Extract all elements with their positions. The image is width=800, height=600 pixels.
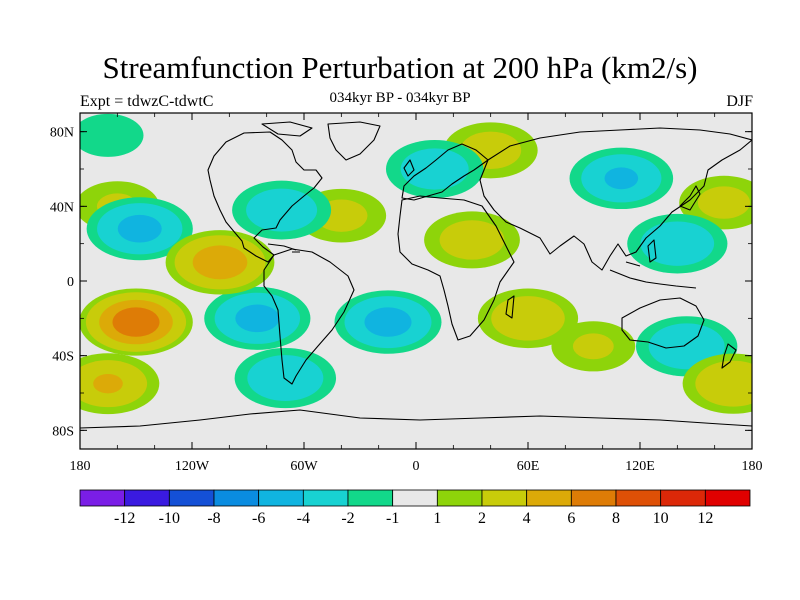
- colorbar-level-label: -1: [386, 510, 399, 527]
- anomaly-17-level-2: [235, 304, 280, 333]
- colorbar-level-label: -8: [207, 510, 220, 527]
- lat-tick-label: 80N: [50, 126, 74, 141]
- colorbar-level-label: 6: [567, 510, 575, 527]
- colorbar-level-label: 4: [523, 510, 531, 527]
- plot-subtitle: 034kyr BP - 034kyr BP: [329, 90, 471, 106]
- coastline-layer: [80, 121, 752, 429]
- colorbar: -12 -10 -8 -6 -4 -2 -1 1 2 4 6 8 10 12: [79, 489, 751, 527]
- colorbar-swatch: [481, 489, 528, 507]
- coastline-indonesia: [609, 261, 697, 289]
- anomaly-4-level-1: [697, 186, 751, 219]
- anomaly-16-level-2: [117, 214, 162, 243]
- colorbar-swatch: [526, 489, 572, 507]
- colorbar-swatch: [213, 489, 260, 507]
- anomaly-12-level-1: [648, 323, 725, 370]
- anomaly-10-level-1: [640, 221, 715, 266]
- colorbar-level-label: 8: [612, 510, 620, 527]
- colorbar-level-label: 1: [433, 510, 441, 527]
- coastline-asia: [479, 127, 752, 271]
- anomaly-7-level-1: [400, 148, 469, 190]
- anomaly-14-level-2: [93, 373, 123, 394]
- colorbar-swatch: [436, 489, 483, 507]
- anomaly-19-level-2: [192, 245, 248, 280]
- lon-tick-label: 120E: [625, 459, 655, 474]
- coastline-arctic-islands: [261, 121, 313, 137]
- anomaly-8-level-1: [246, 188, 318, 232]
- lat-tick-label: 80S: [52, 424, 74, 439]
- coastline-europe: [401, 143, 489, 201]
- axis-ticks: 80N 40N 0 40S 80S 180 120W 60W 0 60E 120E 180: [50, 113, 763, 474]
- lon-tick-label: 120W: [175, 459, 210, 474]
- experiment-label: Expt = tdwzC-tdwtC: [80, 93, 214, 110]
- plot-title: Streamfunction Perturbation at 200 hPa (…: [102, 50, 698, 85]
- colorbar-swatch: [168, 489, 215, 507]
- lat-tick-label: 0: [67, 275, 74, 290]
- anomaly-20-level-3: [112, 307, 160, 337]
- season-label: DJF: [726, 93, 753, 110]
- colorbar-swatch: [392, 489, 438, 507]
- colorbar-level-label: 10: [653, 510, 669, 527]
- anomaly-11-level-1: [247, 355, 324, 401]
- colorbar-swatch: [660, 489, 706, 507]
- coastline-greenland: [327, 121, 381, 161]
- lon-tick-label: 180: [70, 459, 91, 474]
- coastline-africa: [397, 195, 515, 341]
- lon-tick-label: 0: [413, 459, 420, 474]
- anomaly-6-level-1: [439, 220, 505, 260]
- anomaly-13-level-1: [695, 360, 752, 407]
- anomaly-15-level-2: [604, 167, 639, 190]
- lat-tick-label: 40S: [52, 350, 74, 365]
- lon-tick-label: 180: [742, 459, 763, 474]
- lon-tick-label: 60W: [290, 459, 318, 474]
- lon-tick-label: 60E: [517, 459, 540, 474]
- coastline-north-america: [207, 131, 323, 263]
- coastline-australia: [621, 297, 705, 349]
- colorbar-level-label: 12: [697, 510, 713, 527]
- coastline-madagascar: [505, 295, 515, 319]
- anomaly-18-level-2: [364, 307, 412, 337]
- coastline-japan: [679, 185, 701, 211]
- colorbar-level-label: 2: [478, 510, 486, 527]
- colorbar-swatch: [615, 489, 662, 507]
- colorbar-swatch: [124, 489, 170, 507]
- colorbar-level-label: -12: [114, 510, 135, 527]
- colorbar-level-label: -6: [252, 510, 265, 527]
- colorbar-level-label: -4: [297, 510, 310, 527]
- anomaly-0-level-0: [80, 113, 144, 157]
- colorbar-swatch: [704, 489, 751, 507]
- colorbar-swatch: [347, 489, 394, 507]
- coastline-new-zealand: [721, 343, 737, 369]
- colorbar-swatch: [302, 489, 349, 507]
- colorbar-swatch: [570, 489, 617, 507]
- coastline-south-america: [263, 248, 355, 385]
- coastline-antarctica: [80, 409, 752, 429]
- colorbar-level-label: -2: [341, 510, 354, 527]
- colorbar-swatch: [258, 489, 304, 507]
- coastline-philippines: [647, 239, 657, 263]
- colorbar-swatch: [79, 489, 126, 507]
- anomaly-9-level-1: [491, 296, 565, 341]
- contour-fill-layer: [80, 113, 752, 415]
- anomaly-2-level-1: [572, 333, 614, 360]
- coastline-british-isles: [403, 159, 415, 177]
- lat-tick-label: 40N: [50, 200, 74, 215]
- colorbar-level-label: -10: [159, 510, 180, 527]
